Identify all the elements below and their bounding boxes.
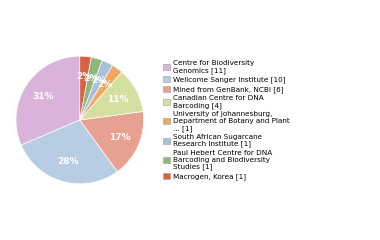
Wedge shape: [80, 72, 143, 120]
Wedge shape: [80, 56, 91, 120]
Text: 31%: 31%: [33, 92, 54, 101]
Legend: Centre for Biodiversity
Genomics [11], Wellcome Sanger Institute [10], Mined fro: Centre for Biodiversity Genomics [11], W…: [163, 60, 289, 180]
Text: 2%: 2%: [98, 80, 113, 89]
Text: 2%: 2%: [91, 76, 106, 85]
Text: 2%: 2%: [76, 72, 91, 81]
Wedge shape: [80, 60, 112, 120]
Wedge shape: [16, 56, 80, 145]
Wedge shape: [80, 111, 144, 172]
Wedge shape: [80, 65, 122, 120]
Wedge shape: [80, 57, 102, 120]
Wedge shape: [21, 120, 117, 184]
Text: 2%: 2%: [84, 74, 99, 83]
Text: 11%: 11%: [107, 95, 129, 104]
Text: 17%: 17%: [109, 132, 131, 142]
Text: 28%: 28%: [57, 157, 79, 166]
